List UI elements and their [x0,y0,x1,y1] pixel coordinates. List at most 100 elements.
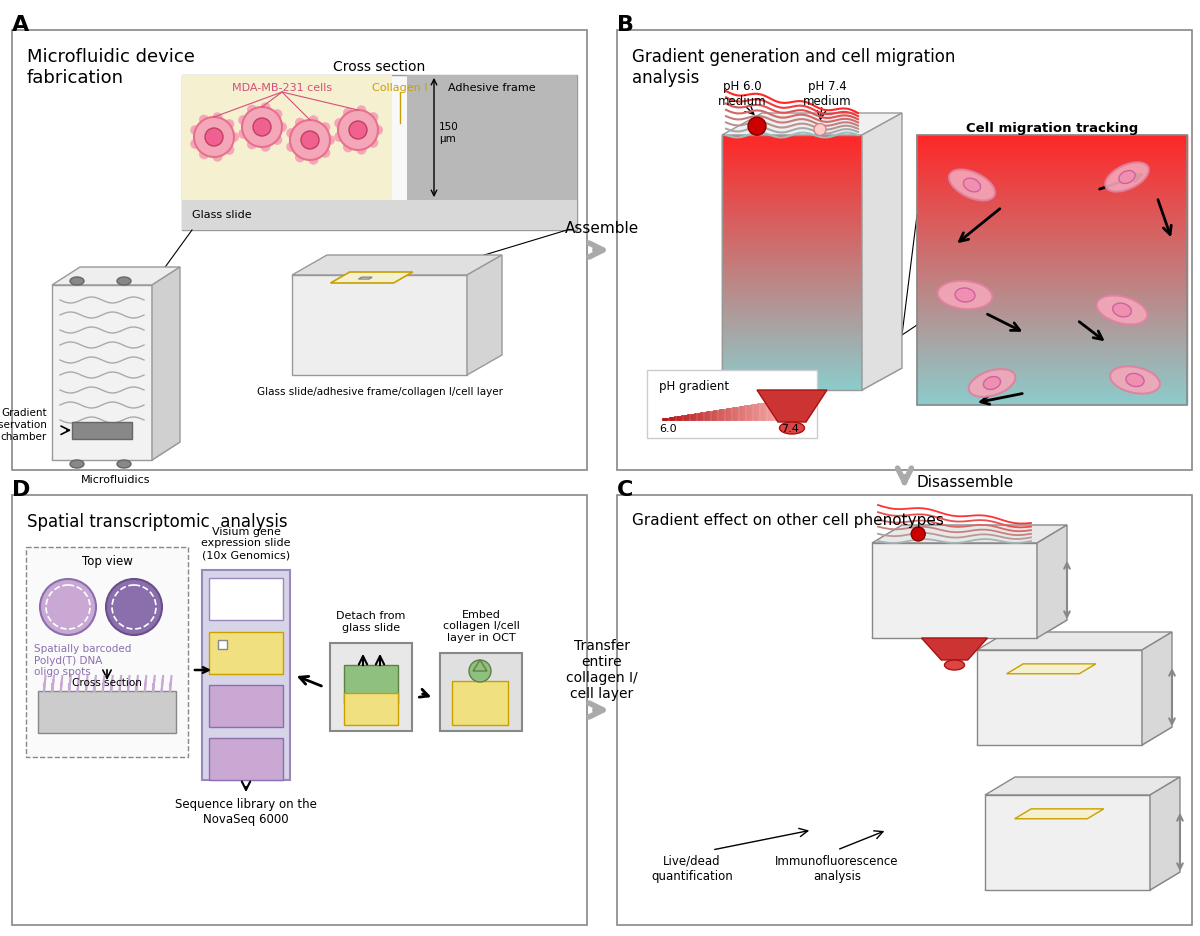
Ellipse shape [964,178,980,192]
Ellipse shape [968,369,1015,397]
Polygon shape [985,872,1180,890]
Circle shape [349,121,367,139]
Circle shape [469,660,491,682]
Ellipse shape [70,460,84,468]
FancyBboxPatch shape [12,495,587,925]
Circle shape [308,154,318,165]
Text: Glass slide: Glass slide [192,210,252,220]
Circle shape [335,118,344,128]
Circle shape [212,112,222,123]
Polygon shape [473,660,487,671]
Circle shape [247,105,257,115]
Text: Disassemble: Disassemble [917,475,1014,490]
Text: Gradient generation and cell migration
analysis: Gradient generation and cell migration a… [632,48,955,87]
Text: MDA-MB-231 cells: MDA-MB-231 cells [232,83,332,93]
Ellipse shape [1118,170,1135,183]
Ellipse shape [70,277,84,285]
Circle shape [325,135,335,145]
FancyBboxPatch shape [209,578,283,620]
Circle shape [247,139,257,150]
Text: Collagen I: Collagen I [372,83,427,93]
Text: Gradient effect on other cell phenotypes: Gradient effect on other cell phenotypes [632,513,944,528]
Polygon shape [1037,525,1067,638]
Text: Spatially barcoded
Polyd(T) DNA
oligo spots: Spatially barcoded Polyd(T) DNA oligo sp… [34,644,131,678]
Polygon shape [872,525,1067,543]
Polygon shape [757,390,827,422]
Text: Gradient
observation
chamber: Gradient observation chamber [0,408,47,442]
Text: pH 7.4
medium: pH 7.4 medium [803,80,851,108]
Text: Live/dead
quantification: Live/dead quantification [652,855,733,883]
Polygon shape [977,727,1172,745]
Circle shape [295,118,305,127]
Text: Spatial transcriptomic  analysis: Spatial transcriptomic analysis [28,513,288,531]
Circle shape [224,119,234,129]
Polygon shape [985,777,1180,795]
Circle shape [301,131,319,149]
Text: Visium gene
expression slide
(10x Genomics): Visium gene expression slide (10x Genomi… [202,527,290,560]
Polygon shape [330,643,412,731]
FancyBboxPatch shape [407,75,577,200]
Polygon shape [202,570,290,780]
Polygon shape [722,113,902,135]
Ellipse shape [937,281,992,309]
Polygon shape [977,650,1142,745]
Circle shape [277,122,287,132]
Polygon shape [985,795,1150,890]
Polygon shape [359,277,372,279]
Polygon shape [52,442,180,460]
Text: C: C [617,480,634,500]
Circle shape [748,117,766,135]
Circle shape [205,128,223,146]
Text: Glass slide/adhesive frame/collagen I/cell layer: Glass slide/adhesive frame/collagen I/ce… [257,387,503,397]
Circle shape [191,139,200,149]
Circle shape [242,107,282,147]
Circle shape [308,115,318,125]
Text: A: A [12,15,29,35]
Polygon shape [1142,632,1172,745]
FancyBboxPatch shape [182,75,577,230]
Circle shape [194,117,234,157]
Polygon shape [52,267,180,285]
FancyBboxPatch shape [647,370,817,438]
Text: D: D [12,480,30,500]
FancyBboxPatch shape [38,691,176,733]
Polygon shape [922,638,988,660]
Polygon shape [1007,664,1096,674]
Ellipse shape [984,376,1001,389]
Text: 150
μm: 150 μm [439,123,458,144]
Polygon shape [872,620,1067,638]
Text: Immunofluorescence
analysis: Immunofluorescence analysis [775,855,899,883]
Text: Cross section: Cross section [334,60,426,74]
Circle shape [253,118,271,136]
Circle shape [224,145,234,154]
Text: Top view: Top view [82,555,132,568]
Circle shape [373,125,383,135]
Circle shape [260,102,270,112]
Circle shape [320,122,330,132]
Ellipse shape [118,277,131,285]
Circle shape [287,128,296,139]
Polygon shape [344,693,398,725]
Text: B: B [617,15,634,35]
Circle shape [40,579,96,635]
Polygon shape [862,113,902,390]
FancyBboxPatch shape [182,200,577,230]
Circle shape [338,110,378,150]
Circle shape [814,124,826,136]
Text: Adhesive frame: Adhesive frame [448,83,536,93]
FancyBboxPatch shape [209,632,283,674]
Circle shape [295,153,305,162]
Ellipse shape [949,169,995,200]
Polygon shape [1150,777,1180,890]
FancyBboxPatch shape [209,685,283,727]
Text: Microfluidic device
fabrication: Microfluidic device fabrication [28,48,194,87]
Circle shape [356,145,366,154]
Circle shape [229,132,239,142]
Circle shape [368,112,378,122]
Text: 7.4: 7.4 [781,424,799,434]
FancyBboxPatch shape [72,421,132,439]
Circle shape [911,527,925,541]
FancyBboxPatch shape [617,495,1192,925]
Polygon shape [977,632,1172,650]
Circle shape [212,152,222,162]
